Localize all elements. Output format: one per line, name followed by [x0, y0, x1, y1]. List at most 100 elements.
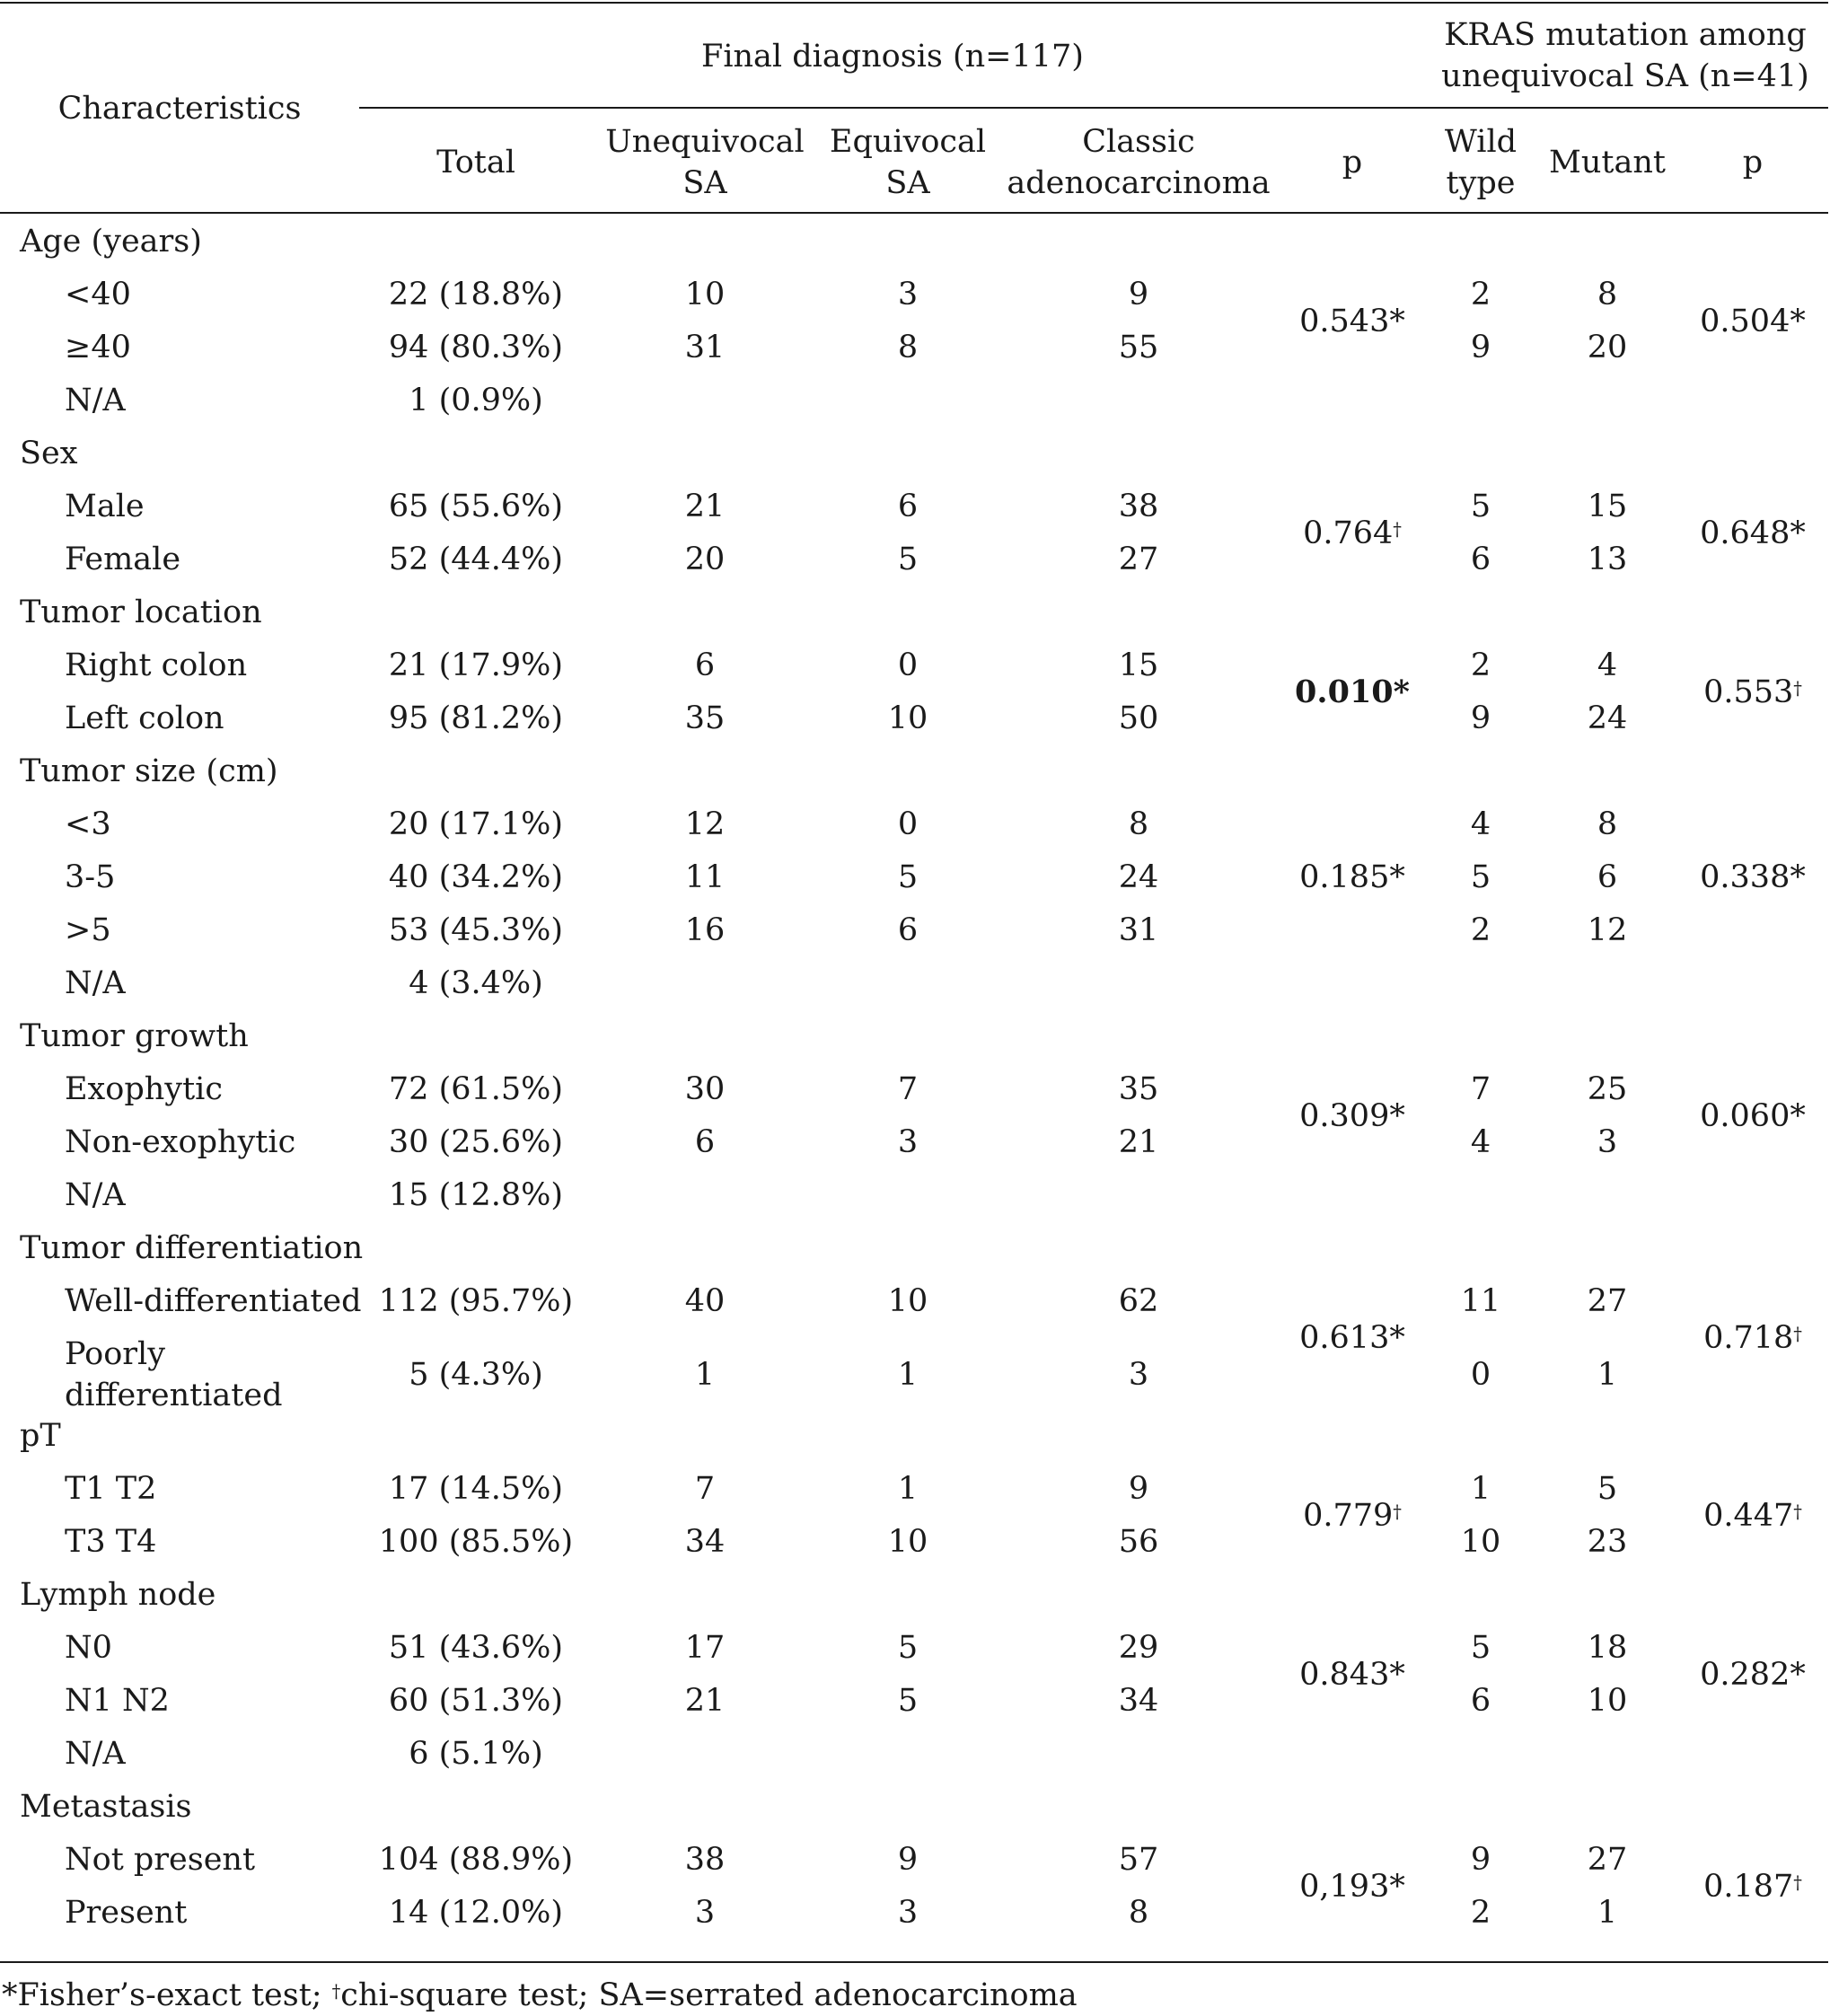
p-value-kras-value: 0.718 — [1703, 1320, 1794, 1356]
cell-classic: 31 — [1118, 912, 1159, 948]
cell-unequivocal: 35 — [684, 700, 726, 736]
header-kras-line2: unequivocal SA (n=41) — [1441, 58, 1809, 94]
cell-wild: 2 — [1470, 912, 1491, 948]
cell-mutant: 4 — [1597, 647, 1618, 683]
cell-mutant: 10 — [1587, 1683, 1628, 1719]
p-value: 0.543* — [1299, 301, 1405, 342]
p-value-value: 0,193* — [1299, 1868, 1405, 1905]
cell-wild: 2 — [1470, 647, 1491, 683]
row-label-line2: differentiated — [65, 1378, 283, 1413]
cell-unequivocal: 6 — [694, 647, 716, 683]
p-value-kras: 0.060* — [1700, 1096, 1806, 1137]
p-value-kras-value: 0.060* — [1700, 1097, 1806, 1134]
header-subrule — [359, 107, 1828, 109]
cell-equivocal: 9 — [897, 1842, 919, 1878]
row-label: Exophytic — [65, 1071, 223, 1107]
cell-unequivocal: 7 — [694, 1471, 716, 1507]
cell-wild: 5 — [1470, 1630, 1491, 1666]
row-label: Female — [65, 541, 181, 577]
cell-unequivocal: 31 — [684, 330, 726, 365]
col-equivocal-header-l1: Equivocal — [829, 124, 987, 160]
cell-total: 72 (61.5%) — [388, 1071, 564, 1107]
header-kras-line1: KRAS mutation among — [1444, 17, 1807, 53]
cell-wild: 2 — [1470, 277, 1491, 313]
cell-total: 22 (18.8%) — [388, 277, 564, 313]
cell-wild: 9 — [1470, 700, 1491, 736]
cell-wild: 6 — [1470, 1683, 1491, 1719]
cell-classic: 29 — [1118, 1630, 1159, 1666]
cell-unequivocal: 1 — [694, 1357, 716, 1393]
cell-mutant: 13 — [1587, 541, 1628, 577]
cell-classic: 15 — [1118, 647, 1159, 683]
cell-equivocal: 5 — [897, 1630, 919, 1666]
p-value-kras-marker: † — [1793, 1324, 1802, 1344]
col-mutant-header: Mutant — [1549, 145, 1666, 180]
cell-unequivocal: 38 — [684, 1842, 726, 1878]
cell-total: 20 (17.1%) — [388, 806, 564, 842]
col-unequivocal-header-l1: Unequivocal — [605, 124, 805, 160]
cell-equivocal: 3 — [897, 1124, 919, 1160]
cell-mutant: 8 — [1597, 277, 1618, 313]
p-value-kras: 0.282* — [1700, 1654, 1806, 1695]
p-value: 0.010* — [1295, 672, 1410, 713]
cell-classic: 21 — [1118, 1124, 1159, 1160]
col-total-header: Total — [436, 145, 515, 180]
cell-unequivocal: 10 — [684, 277, 726, 313]
row-label: Not present — [65, 1842, 256, 1878]
cell-total: 94 (80.3%) — [388, 330, 564, 365]
cell-unequivocal: 3 — [694, 1895, 716, 1931]
cell-equivocal: 3 — [897, 1895, 919, 1931]
cell-classic: 57 — [1118, 1842, 1159, 1878]
cell-classic: 27 — [1118, 541, 1159, 577]
cell-total: 95 (81.2%) — [388, 700, 564, 736]
cell-unequivocal: 30 — [684, 1071, 726, 1107]
cell-mutant: 27 — [1587, 1842, 1628, 1878]
cell-equivocal: 7 — [897, 1071, 919, 1107]
cell-unequivocal: 16 — [684, 912, 726, 948]
row-label: ≥40 — [65, 330, 131, 365]
cell-total: 51 (43.6%) — [388, 1630, 564, 1666]
p-value-kras-value: 0.447 — [1703, 1497, 1794, 1534]
row-label: N/A — [65, 965, 126, 1001]
cell-equivocal: 0 — [897, 806, 919, 842]
col-p2-header: p — [1742, 145, 1764, 180]
col-classic-header-l2: adenocarcinoma — [1007, 165, 1271, 201]
cell-wild: 10 — [1460, 1524, 1501, 1560]
cell-classic: 9 — [1128, 277, 1149, 313]
cell-mutant: 8 — [1597, 806, 1618, 842]
p-value-kras-value: 0.553 — [1703, 673, 1794, 710]
p-value-kras-marker: † — [1793, 677, 1802, 699]
cell-wild: 4 — [1470, 1124, 1491, 1160]
cell-mutant: 23 — [1587, 1524, 1628, 1560]
cell-classic: 35 — [1118, 1071, 1159, 1107]
cell-total: 60 (51.3%) — [388, 1683, 564, 1719]
cell-equivocal: 10 — [887, 700, 928, 736]
cell-equivocal: 3 — [897, 277, 919, 313]
p-value-kras: 0.187† — [1703, 1866, 1802, 1907]
section-title: Lymph node — [20, 1577, 216, 1613]
row-label: Right colon — [65, 647, 248, 683]
cell-total: 15 (12.8%) — [388, 1177, 564, 1213]
p-value-kras-value: 0.504* — [1700, 303, 1806, 339]
section-title: Age (years) — [20, 224, 202, 260]
p-value-kras: 0.504* — [1700, 301, 1806, 342]
cell-equivocal: 1 — [897, 1357, 919, 1393]
footnote: *Fisher’s-exact test; †chi-square test; … — [2, 1975, 1078, 2016]
cell-wild: 9 — [1470, 330, 1491, 365]
cell-wild: 1 — [1470, 1471, 1491, 1507]
row-label: Poorly — [65, 1336, 165, 1372]
cell-mutant: 1 — [1597, 1895, 1618, 1931]
p-value: 0.843* — [1299, 1654, 1405, 1695]
cell-wild: 0 — [1470, 1357, 1491, 1393]
cell-total: 104 (88.9%) — [378, 1842, 574, 1878]
cell-wild: 6 — [1470, 541, 1491, 577]
cell-unequivocal: 34 — [684, 1524, 726, 1560]
cell-wild: 11 — [1460, 1283, 1501, 1319]
cell-classic: 34 — [1118, 1683, 1159, 1719]
cell-unequivocal: 21 — [684, 489, 726, 524]
row-label: T3 T4 — [65, 1524, 157, 1560]
row-label: <3 — [65, 806, 111, 842]
cell-mutant: 27 — [1587, 1283, 1628, 1319]
cell-classic: 24 — [1118, 859, 1159, 895]
cell-total: 17 (14.5%) — [388, 1471, 564, 1507]
